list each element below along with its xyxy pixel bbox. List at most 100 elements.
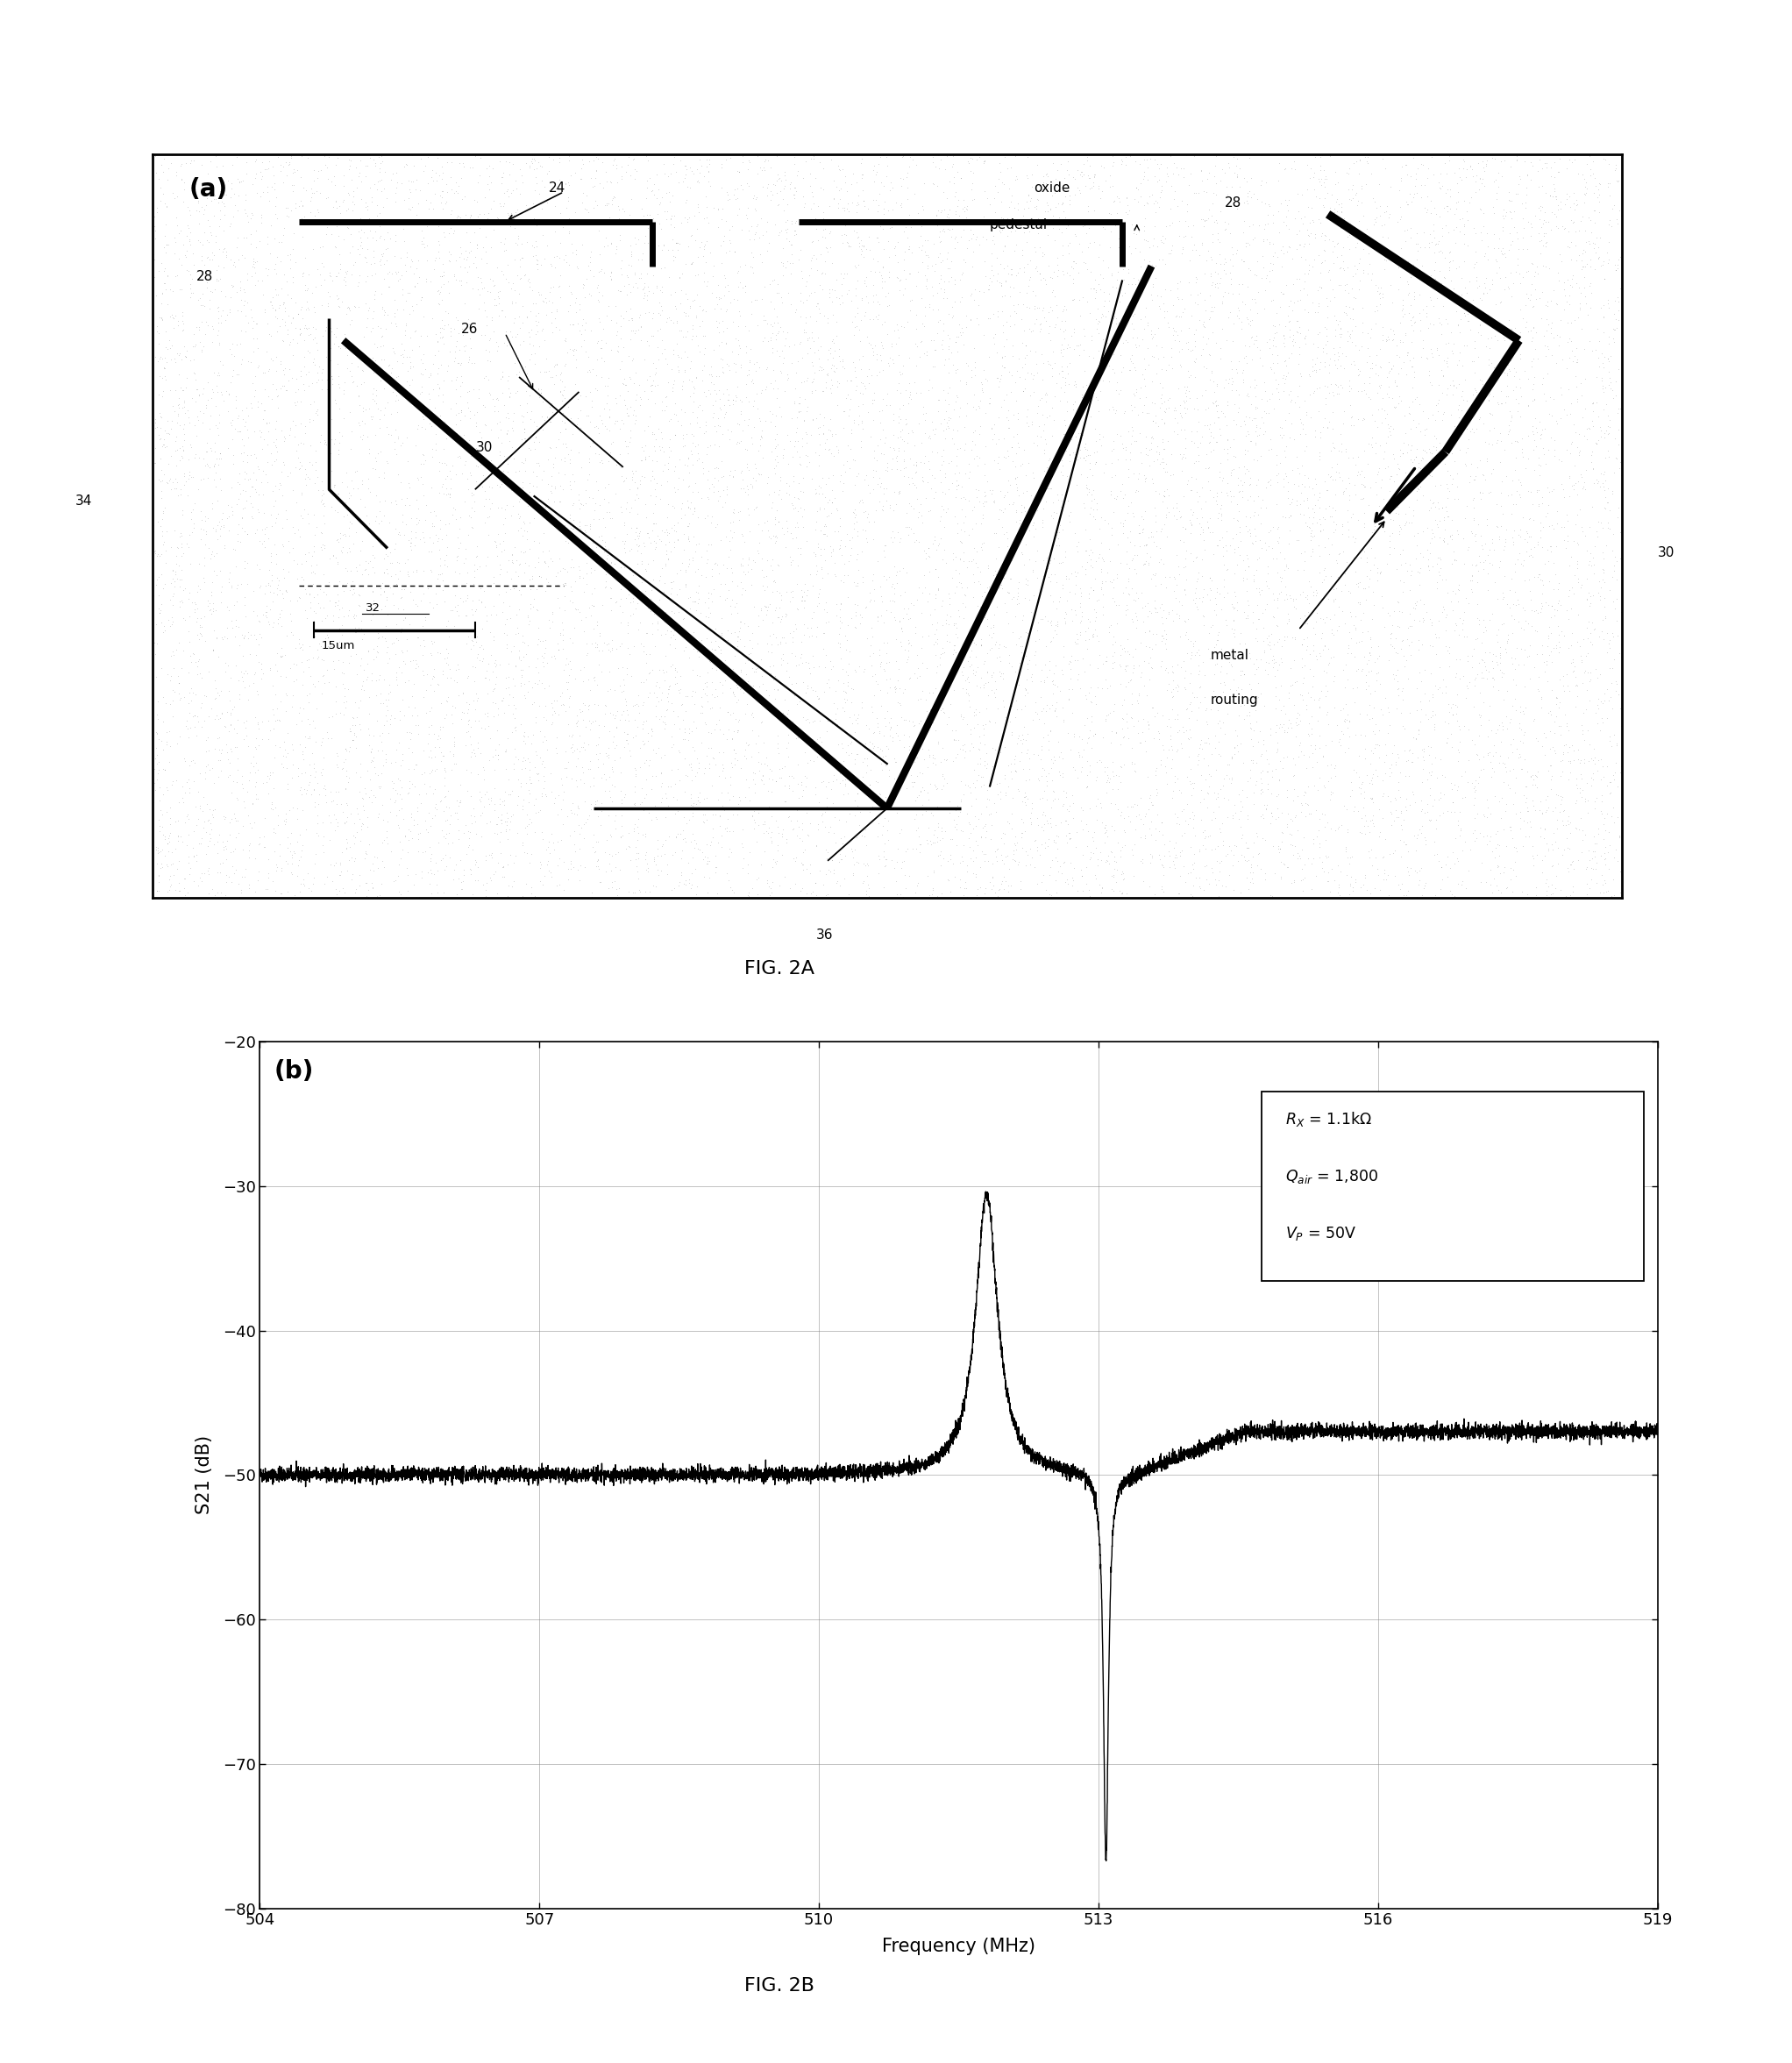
Point — [1532, 225, 1561, 258]
Point — [254, 144, 283, 177]
Point — [1233, 844, 1262, 877]
Point — [426, 503, 455, 536]
Point — [941, 196, 969, 229]
Point — [215, 563, 244, 596]
Point — [1176, 382, 1204, 415]
Point — [758, 491, 787, 524]
Point — [208, 825, 237, 858]
Point — [493, 489, 521, 522]
Point — [351, 309, 380, 342]
Point — [930, 423, 959, 456]
Point — [251, 153, 280, 186]
Point — [482, 809, 511, 842]
Point — [839, 848, 867, 881]
Point — [1276, 712, 1305, 745]
Point — [1554, 734, 1582, 767]
Point — [616, 586, 645, 619]
Point — [633, 279, 661, 312]
Point — [1577, 761, 1606, 794]
Point — [437, 194, 466, 227]
Point — [1061, 369, 1090, 402]
Point — [1358, 351, 1387, 384]
Point — [1561, 215, 1590, 248]
Point — [896, 140, 925, 173]
Point — [538, 460, 566, 493]
Point — [1412, 450, 1441, 483]
Point — [613, 491, 642, 524]
Point — [507, 398, 536, 431]
Point — [690, 798, 719, 831]
Point — [430, 309, 459, 342]
Point — [507, 769, 536, 803]
Point — [339, 858, 367, 891]
Point — [928, 584, 957, 617]
Point — [1201, 862, 1229, 895]
Point — [1546, 875, 1575, 908]
Point — [878, 342, 907, 375]
Point — [301, 726, 330, 759]
Point — [199, 243, 228, 276]
Point — [883, 307, 912, 340]
Point — [670, 429, 699, 462]
Point — [1281, 386, 1310, 419]
Point — [1439, 545, 1468, 578]
Point — [1124, 507, 1152, 541]
Point — [224, 165, 253, 198]
Point — [140, 200, 168, 233]
Point — [1254, 322, 1283, 355]
Point — [871, 739, 900, 772]
Point — [186, 574, 215, 607]
Point — [1600, 456, 1629, 489]
Point — [738, 701, 767, 734]
Point — [1215, 528, 1244, 561]
Point — [290, 309, 319, 342]
Point — [986, 217, 1014, 250]
Point — [961, 351, 989, 384]
Point — [382, 664, 410, 697]
Point — [923, 825, 952, 858]
Point — [1441, 198, 1469, 231]
Point — [611, 524, 640, 557]
Point — [1296, 400, 1324, 433]
Point — [493, 555, 521, 588]
Point — [1493, 623, 1521, 656]
Point — [1509, 695, 1538, 728]
Point — [1348, 221, 1376, 254]
Point — [1349, 367, 1378, 400]
Point — [1511, 563, 1539, 596]
Point — [1317, 177, 1346, 210]
Point — [272, 875, 301, 908]
Point — [1043, 609, 1072, 642]
Point — [470, 763, 498, 796]
Point — [783, 532, 812, 565]
Point — [891, 444, 919, 477]
Point — [1202, 571, 1231, 604]
Point — [1296, 798, 1324, 831]
Point — [1265, 708, 1294, 741]
Point — [781, 293, 810, 326]
Point — [1530, 866, 1559, 899]
Point — [317, 165, 346, 198]
Point — [1417, 803, 1446, 836]
Point — [624, 689, 652, 722]
Point — [883, 421, 912, 454]
Point — [796, 848, 824, 881]
Point — [317, 367, 346, 400]
Point — [1335, 320, 1364, 353]
Point — [296, 720, 324, 753]
Point — [573, 250, 602, 283]
Point — [887, 190, 916, 223]
Point — [1498, 281, 1527, 314]
Point — [650, 640, 679, 673]
Point — [163, 532, 192, 565]
Point — [335, 235, 364, 268]
Point — [439, 175, 468, 208]
Point — [864, 299, 892, 332]
Point — [1328, 507, 1357, 541]
Point — [502, 741, 530, 774]
Point — [219, 836, 247, 869]
Point — [658, 233, 686, 266]
Point — [1224, 301, 1253, 334]
Point — [410, 604, 439, 637]
Point — [1505, 293, 1534, 326]
